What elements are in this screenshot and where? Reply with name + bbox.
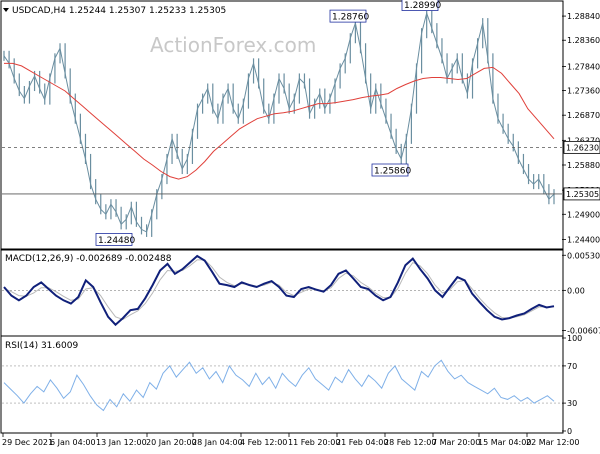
rsi-y-tick-label: 0 — [567, 427, 572, 436]
x-tick-label: 7 Mar 20:00 — [432, 438, 480, 447]
price-panel-frame — [0, 0, 564, 251]
callout-box — [401, 0, 439, 11]
callout-box — [371, 163, 409, 177]
price-callout: 1.25860 — [371, 163, 411, 177]
price-y-tick-label: 1.26870 — [567, 111, 600, 120]
signal-line — [3, 259, 554, 321]
x-tick-label: 11 Feb 20:00 — [288, 438, 340, 447]
rsi-line — [3, 359, 555, 412]
callout-label: 1.28760 — [332, 13, 369, 23]
callout-box — [95, 233, 133, 246]
price-y-tick-label: 1.27360 — [567, 87, 600, 96]
symbol-info: USDCAD,H4 1.25244 1.25307 1.25233 1.2530… — [12, 6, 226, 16]
x-tick-label: 29 Dec 2021 — [2, 438, 53, 447]
macd-title: MACD(12,26,9) -0.002689 -0.002488 — [5, 254, 172, 264]
x-tick-label: 4 Feb 12:00 — [240, 438, 287, 447]
rsi-y-tick-label: 30 — [567, 399, 577, 408]
rsi-panel-frame — [0, 335, 564, 434]
price-callout: 1.28990 — [401, 0, 441, 11]
price-line — [3, 11, 555, 233]
rsi-layer — [2, 359, 562, 412]
rsi-title: RSI(14) 31.6009 — [5, 341, 78, 351]
rsi-y-tick-label: 100 — [567, 334, 582, 343]
x-tick-label: 28 Jan 04:00 — [192, 438, 243, 447]
x-tick-label: 22 Mar 12:00 — [526, 438, 579, 447]
price-layer: 1.28760 1.28990 1.25860 1.24480 — [2, 0, 562, 246]
callout-label: 1.25860 — [374, 167, 411, 177]
callout-label: 1.24480 — [98, 236, 135, 246]
x-tick-label: 28 Feb 12:00 — [384, 438, 436, 447]
macd-y-tick-label: -0.006074 — [567, 327, 600, 336]
price-y-tick-label: 1.28840 — [567, 12, 600, 21]
price-callout: 1.24480 — [95, 233, 135, 246]
x-tick-label: 13 Jan 12:00 — [96, 438, 147, 447]
price-tag-label: 1.26230 — [566, 143, 599, 152]
x-tick-label: 21 Feb 04:00 — [336, 438, 388, 447]
ma-line — [4, 62, 555, 180]
price-y-tick-label: 1.24400 — [567, 235, 600, 244]
callout-label: 1.28990 — [404, 1, 441, 11]
macd-layer — [2, 254, 562, 327]
dropdown-triangle-icon[interactable] — [3, 8, 9, 12]
x-tick-label: 6 Jan 04:00 — [50, 438, 96, 447]
price-y-tick-label: 1.26370 — [567, 136, 600, 145]
price-y-tick-label: 1.25880 — [567, 161, 600, 170]
x-tick-label: 20 Jan 20:00 — [146, 438, 197, 447]
rsi-y-tick-label: 70 — [567, 362, 577, 371]
callout-box — [329, 9, 367, 23]
macd-y-tick-label: 0.005307 — [567, 251, 600, 260]
axis-layer: 1.28840 1.28360 1.27840 1.27360 1.26870 1.263… — [2, 12, 600, 447]
watermark: ActionForex.com — [150, 33, 316, 57]
price-callout: 1.28760 — [329, 9, 369, 23]
price-y-tick-label: 1.28360 — [567, 36, 600, 45]
price-tag-label: 1.25305 — [566, 190, 599, 199]
macd-line — [3, 254, 555, 327]
price-y-tick-label: 1.24900 — [567, 210, 600, 219]
price-tag-box — [563, 140, 600, 154]
x-tick-label: 15 Mar 04:00 — [478, 438, 531, 447]
macd-y-tick-label: 0.00 — [567, 286, 585, 295]
price-tag-box — [563, 187, 600, 201]
price-y-tick-label: 1.27840 — [567, 62, 600, 71]
